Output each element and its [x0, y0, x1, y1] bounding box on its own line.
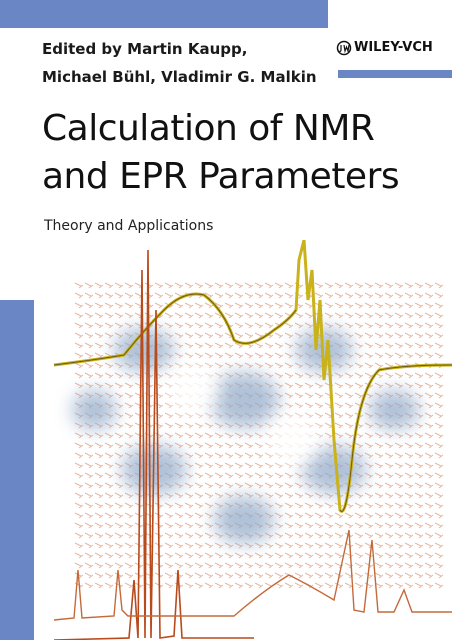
top-bar: [0, 0, 328, 28]
side-bar: [0, 300, 34, 640]
title-line: and EPR Parameters: [42, 156, 400, 197]
publisher-logo: [336, 40, 352, 56]
subtitle: Theory and Applications: [44, 218, 214, 234]
publisher-bar: [338, 70, 452, 78]
editors-line: Edited by Martin Kaupp,: [42, 40, 248, 58]
title-line: Calculation of NMR: [42, 108, 375, 149]
editors-line: Michael Bühl, Vladimir G. Malkin: [42, 68, 317, 86]
cover-artwork: [53, 240, 452, 640]
publisher: WILEY-VCH: [354, 40, 433, 55]
